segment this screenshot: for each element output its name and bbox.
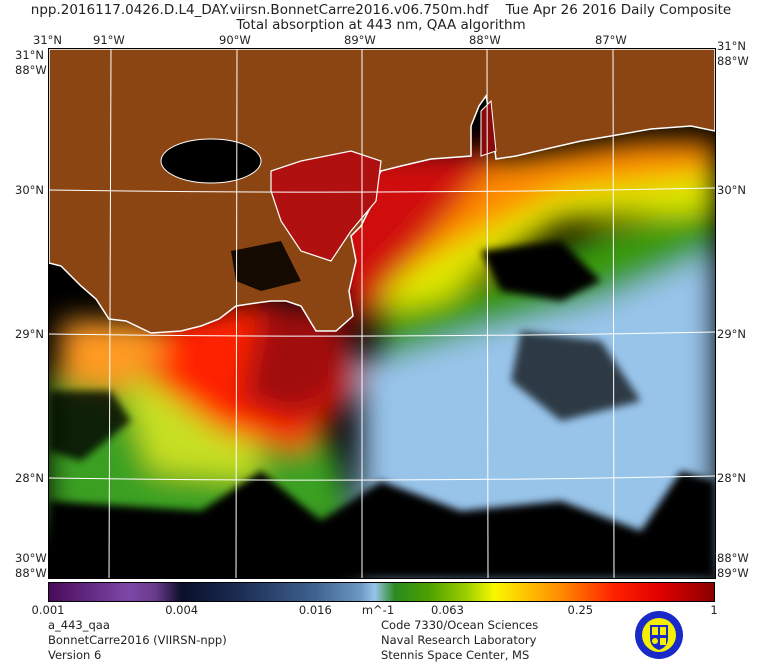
lon-label-91w: 91°W xyxy=(93,33,125,47)
lat-label-28n-right: 28°N xyxy=(717,471,746,485)
land xyxy=(49,49,715,334)
subtitle: Total absorption at 443 nm, QAA algorith… xyxy=(236,17,526,33)
cloud-patches xyxy=(49,241,715,578)
colorbar-tick-label: 0.004 xyxy=(165,603,199,617)
title-line: npp.2016117.0426.D.L4_DAY.viirsn.BonnetC… xyxy=(0,3,762,18)
colorbar-tick-label: 0.25 xyxy=(567,603,594,617)
filename: npp.2016117.0426.D.L4_DAY.viirsn.BonnetC… xyxy=(30,2,489,18)
colorbar-tick-label: 1 xyxy=(710,603,718,617)
colorbar-tick-label: 0.001 xyxy=(31,603,65,617)
colorbar xyxy=(48,582,715,602)
absorption-map xyxy=(48,48,716,579)
lon-label-87w: 87°W xyxy=(595,33,627,47)
colorbar-tick-label: 0.016 xyxy=(298,603,332,617)
lat-label-30n-left: 30°N xyxy=(15,183,44,197)
corner-bottom-right-a: 88°W xyxy=(717,551,749,565)
org-name: Naval Research Laboratory xyxy=(381,633,537,647)
dataset-name: BonnetCarre2016 (VIIRSN-npp) xyxy=(48,633,227,647)
corner-lon-top-right: 88°W xyxy=(717,54,749,68)
corner-lat-top-right: 31°N xyxy=(717,39,746,53)
corner-lat-top-left-2: 31°N xyxy=(15,48,44,62)
nrl-seal-logo xyxy=(635,611,683,659)
lon-label-90w: 90°W xyxy=(219,33,251,47)
lat-label-29n-left: 29°N xyxy=(15,327,44,341)
org-location: Stennis Space Center, MS xyxy=(381,648,530,662)
version: Version 6 xyxy=(48,648,102,662)
lon-label-88w: 88°W xyxy=(469,33,501,47)
corner-lat-top-left: 31°N xyxy=(33,33,62,47)
colorbar-units: m^-1 xyxy=(361,603,395,617)
corner-bottom-left-b: 88°W xyxy=(15,566,47,580)
lat-label-30n-right: 30°N xyxy=(717,183,746,197)
corner-bottom-left-a: 30°W xyxy=(15,551,47,565)
corner-bottom-right-b: 89°W xyxy=(717,566,749,580)
lat-label-28n-left: 28°N xyxy=(15,471,44,485)
lon-label-89w: 89°W xyxy=(344,33,376,47)
colorbar-tick-label: 0.063 xyxy=(430,603,464,617)
product-name: a_443_qaa xyxy=(48,618,110,632)
lat-label-29n-right: 29°N xyxy=(717,327,746,341)
corner-lon-top-left: 88°W xyxy=(15,63,47,77)
composite-date: Tue Apr 26 2016 Daily Composite xyxy=(505,2,732,18)
graticule xyxy=(49,49,715,578)
org-code: Code 7330/Ocean Sciences xyxy=(381,618,539,632)
coastal-water xyxy=(160,99,497,291)
